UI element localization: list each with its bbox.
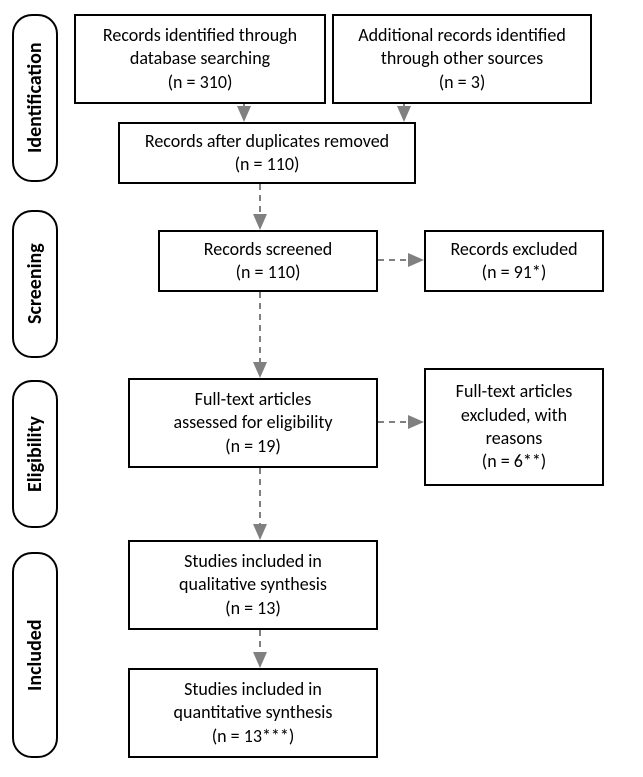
node-line: quantitative synthesis [174,701,333,724]
node-n: (n = 3) [439,71,486,94]
node-n: (n = 310) [168,71,233,94]
node-n: (n = 110) [235,153,300,176]
node-line: qualitative synthesis [179,573,327,596]
node-line: Full-text articles [195,388,312,411]
stage-included: Included [12,552,58,758]
stage-label: Included [23,619,47,691]
node-line: Records after duplicates removed [145,130,389,153]
node-line: Records screened [204,238,332,261]
node-n: (n = 13) [225,597,281,620]
node-line: Full-text articles [456,380,573,403]
node-line: reasons [486,427,543,450]
node-other-sources: Additional records identified through ot… [332,14,592,104]
node-line: assessed for eligibility [173,411,332,434]
stage-label: Identification [23,43,47,154]
stage-eligibility: Eligibility [12,380,58,528]
stage-screening: Screening [12,210,58,358]
node-excluded-fulltext: Full-text articles excluded, with reason… [424,368,604,486]
node-line: through other sources [381,47,543,70]
node-line: Studies included in [184,550,322,573]
node-quantitative: Studies included in quantitative synthes… [128,668,378,758]
node-n: (n = 13***) [212,725,295,748]
node-line: excluded, with [461,404,567,427]
node-n: (n = 110) [236,261,301,284]
node-n: (n = 6**) [482,450,547,473]
node-screened: Records screened (n = 110) [158,230,378,292]
node-line: Additional records identified [358,24,566,47]
node-line: Records identified through [103,24,297,47]
node-n: (n = 19) [225,435,281,458]
node-fulltext-assessed: Full-text articles assessed for eligibil… [128,378,378,468]
node-after-duplicates: Records after duplicates removed (n = 11… [118,122,416,184]
node-line: Records excluded [450,238,577,261]
node-excluded-screening: Records excluded (n = 91*) [424,230,604,292]
node-line: Studies included in [184,678,322,701]
node-n: (n = 91*) [482,261,547,284]
node-qualitative: Studies included in qualitative synthesi… [128,540,378,630]
node-db-search: Records identified through database sear… [74,14,326,104]
node-line: database searching [130,47,270,70]
stage-identification: Identification [12,14,58,182]
stage-label: Eligibility [23,416,47,492]
stage-label: Screening [23,244,47,325]
